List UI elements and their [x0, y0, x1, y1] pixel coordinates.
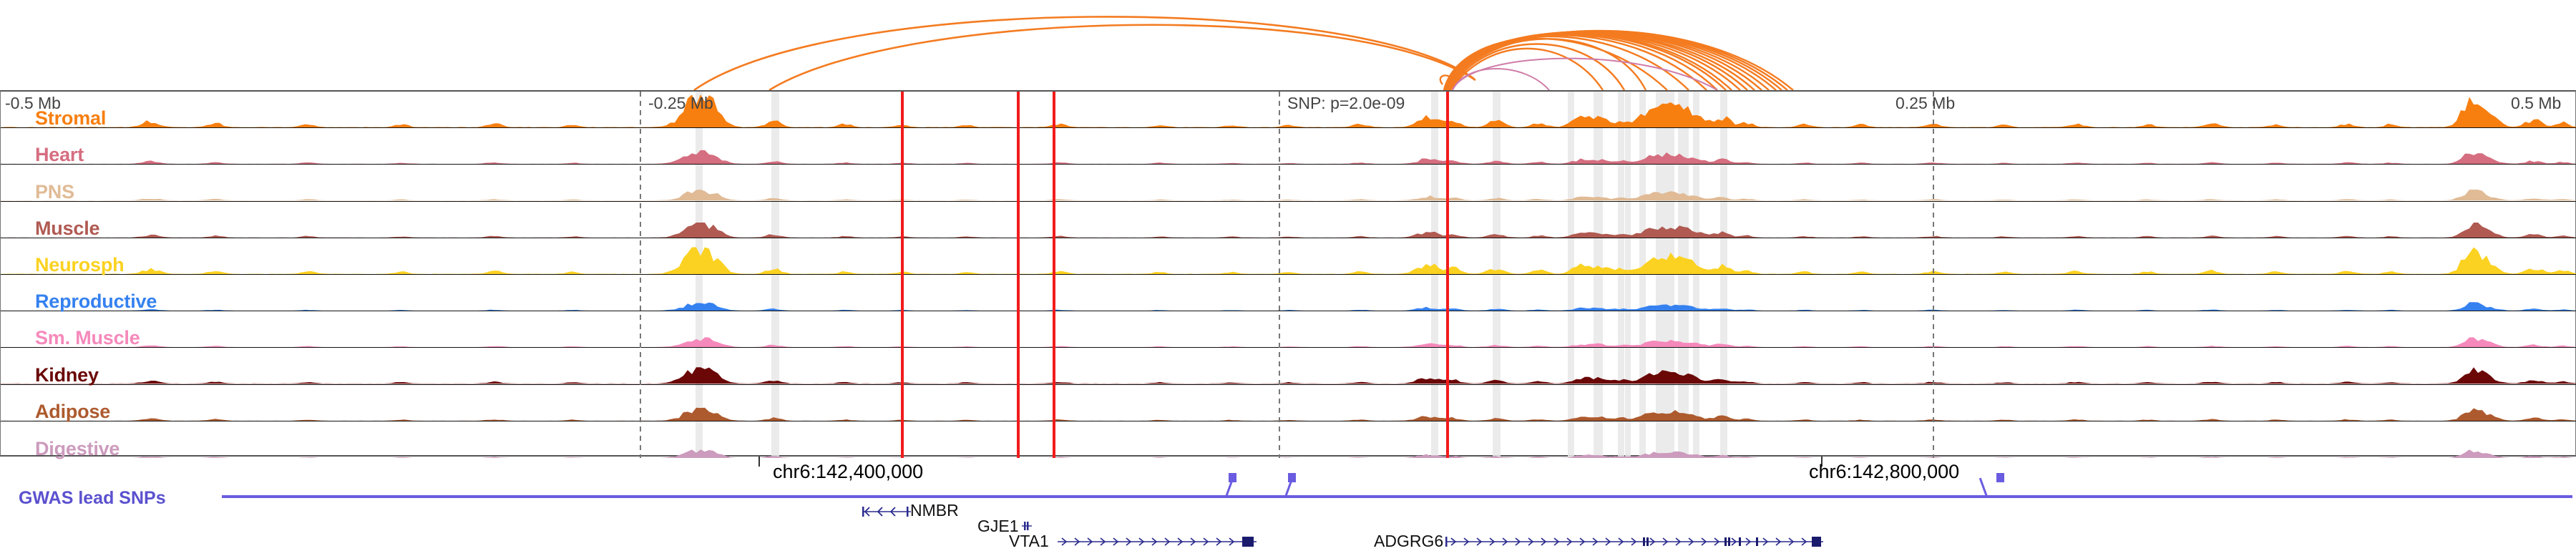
track-signal — [1, 302, 2576, 311]
track-label-neurosph: Neurosph — [35, 253, 125, 276]
signal-track-panel: Stromal Heart PNS Muscle Neurosph Reproductiv… — [0, 90, 2576, 458]
chromatin-loop-arcs — [693, 16, 1794, 92]
track-label-adipose: Adipose — [35, 400, 111, 422]
track-row-digestive: Digestive — [1, 421, 2576, 458]
track-signal — [1, 407, 2576, 421]
axis-label-quarter-right: 0.25 Mb — [1896, 94, 1956, 112]
track-row-stromal: Stromal — [1, 92, 2576, 130]
track-label-heart: Heart — [35, 144, 84, 166]
track-label-kidney: Kidney — [35, 364, 99, 386]
track-row-adipose: Adipose — [1, 385, 2576, 421]
gwas-snp-stem — [1979, 477, 1988, 497]
coordinate-label-left: chr6:142,400,000 — [773, 461, 924, 482]
gwas-snp-marker[interactable] — [1288, 473, 1296, 482]
gwas-track-line — [222, 495, 2572, 498]
gene-label-nmbr[interactable]: NMBR — [910, 501, 959, 520]
track-row-neurosph: Neurosph — [1, 238, 2576, 275]
gene-model-nmbr[interactable] — [862, 504, 911, 520]
gwas-snp-marker[interactable] — [1229, 473, 1236, 482]
track-row-muscle: Muscle — [1, 202, 2576, 238]
axis-label-right: 0.5 Mb — [2511, 94, 2562, 112]
track-label-muscle: Muscle — [35, 217, 100, 239]
track-row-reproductive: Reproductive — [1, 275, 2576, 313]
track-label-digestive: Digestive — [35, 437, 120, 459]
coordinate-label-right: chr6:142,800,000 — [1809, 461, 1960, 482]
gwas-snp-marker[interactable] — [1996, 473, 2004, 482]
track-label-stromal: Stromal — [35, 107, 107, 130]
track-signal — [1, 190, 2576, 201]
gene-model-gje1[interactable] — [1022, 520, 1032, 532]
track-row-heart: Heart — [1, 128, 2576, 165]
annotation-panel: chr6:142,400,000 chr6:142,800,000 GWAS l… — [0, 457, 2576, 550]
track-label-reproductive: Reproductive — [35, 291, 157, 313]
track-signal — [1, 367, 2576, 384]
genome-browser-figure: Stromal Heart PNS Muscle Neurosph Reproductiv… — [0, 16, 2576, 550]
track-signal — [1, 449, 2576, 458]
gene-model-vta1[interactable] — [1058, 535, 1257, 549]
track-label-pns: PNS — [35, 180, 74, 203]
track-label-sm-muscle: Sm. Muscle — [35, 327, 140, 349]
track-signal — [1, 150, 2576, 165]
track-row-kidney: Kidney — [1, 348, 2576, 386]
track-signal — [1, 222, 2576, 238]
axis-label-snp: SNP: p=2.0e-09 — [1287, 94, 1405, 112]
axis-label-quarter-left: -0.25 Mb — [648, 94, 713, 112]
track-signal — [1, 337, 2576, 348]
gene-label-vta1[interactable]: VTA1 — [1009, 532, 1049, 550]
coordinate-tick — [1821, 457, 1823, 467]
gene-label-adgrg6[interactable]: ADGRG6 — [1374, 532, 1444, 550]
track-signal — [1, 247, 2576, 274]
coordinate-tick — [758, 457, 760, 467]
gene-label-gje1[interactable]: GJE1 — [977, 517, 1019, 535]
axis-label-left: -0.5 Mb — [5, 94, 61, 112]
track-row-pns: PNS — [1, 165, 2576, 203]
track-row-sm-muscle: Sm. Muscle — [1, 311, 2576, 348]
gwas-track-label: GWAS lead SNPs — [19, 488, 166, 508]
gene-model-adgrg6[interactable] — [1445, 535, 1823, 549]
